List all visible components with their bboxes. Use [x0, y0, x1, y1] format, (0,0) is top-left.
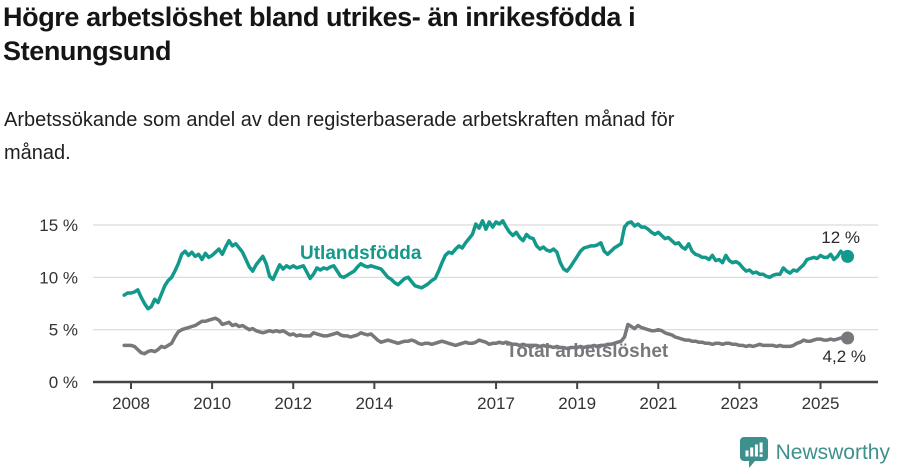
newsworthy-bar-chart-bubble-icon [739, 437, 768, 468]
unemployment-chart: 0 %5 %10 %15 % 2008 2010 2012 2014 2017 2019 2… [39, 216, 878, 413]
chart-subtitle: Arbetssökande som andel av den registerb… [4, 109, 675, 164]
x-tick-label: 2010 [193, 394, 231, 413]
x-tick-label: 2019 [558, 394, 596, 413]
y-tick-label: 10 % [39, 268, 78, 287]
series-lines [122, 219, 855, 356]
x-tick-label: 2014 [355, 394, 393, 413]
brand-name: Newsworthy [775, 440, 890, 464]
line-utlandsfodda [122, 219, 850, 311]
end-value-utlandsfodda: 12 % [821, 228, 860, 247]
x-tick-label: 2023 [720, 394, 758, 413]
line-total-arbetsloshet [122, 316, 850, 356]
y-tick-label: 0 % [49, 373, 78, 392]
newsworthy-logo[interactable]: Newsworthy [739, 437, 890, 468]
page-title: Högre arbetslöshet bland utrikes- än inr… [3, 2, 636, 66]
x-tick-label: 2025 [802, 394, 840, 413]
y-tick-label: 15 % [39, 216, 78, 235]
endpoint-dot-total [841, 331, 855, 345]
x-axis-ticks: 2008 2010 2012 2014 2017 2019 2021 2023 2025 [112, 382, 839, 413]
endpoint-dot-utlandsfodda [841, 249, 855, 263]
gridlines [93, 224, 878, 331]
y-axis-labels: 0 % 5 % 10 % 15 % [39, 216, 78, 392]
series-label-total: Total arbetslöshet [506, 341, 669, 362]
x-tick-label: 2017 [477, 394, 515, 413]
y-tick-label: 5 % [49, 321, 78, 340]
x-tick-label: 2012 [274, 394, 312, 413]
series-label-utlandsfodda: Utlandsfödda [300, 243, 422, 264]
x-tick-label: 2021 [639, 394, 677, 413]
x-tick-label: 2008 [112, 394, 150, 413]
end-value-total: 4,2 % [823, 347, 866, 366]
